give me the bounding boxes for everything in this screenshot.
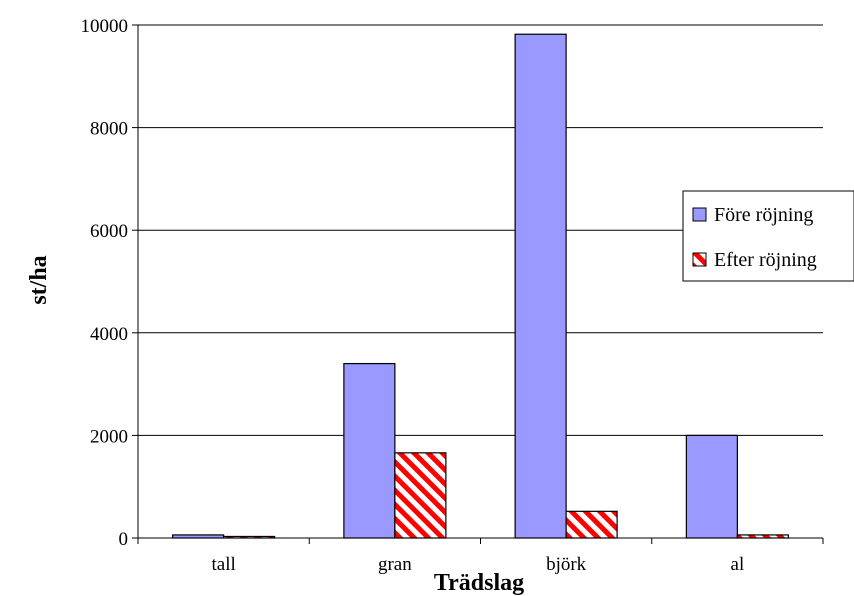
bar-fore-3 [685,434,738,539]
x-tick-label: tall [211,554,235,575]
x-axis-title: Trädslag [434,570,524,596]
bars [172,33,789,539]
bar-fore-2 [514,33,567,539]
legend-label-efter: Efter röjning [714,249,817,271]
legend-swatch-fore [692,207,707,222]
legend-label-fore: Före röjning [714,204,813,226]
y-tick-label: 10000 [81,16,129,37]
y-tick-label: 2000 [90,426,128,447]
legend-box [682,190,854,282]
bar-efter-2 [565,510,618,539]
y-tick-label: 8000 [90,119,128,140]
bar-efter-1 [394,452,447,539]
x-tick-label: björk [546,554,587,575]
legend: Före röjning Efter röjning [682,190,854,282]
x-tick-label: al [731,554,745,575]
legend-swatch-efter [692,252,707,267]
x-tick-label: gran [378,554,412,575]
y-tick-label: 0 [119,529,129,550]
bar-fore-1 [343,362,396,539]
y-tick-label: 6000 [90,221,128,242]
x-tick-labels: tall gran björk al [211,554,744,575]
y-tick-label: 4000 [90,324,128,345]
y-axis-title: st/ha [26,255,52,304]
y-tick-labels: 0 2000 4000 6000 8000 10000 [81,16,129,550]
axes [132,24,824,544]
